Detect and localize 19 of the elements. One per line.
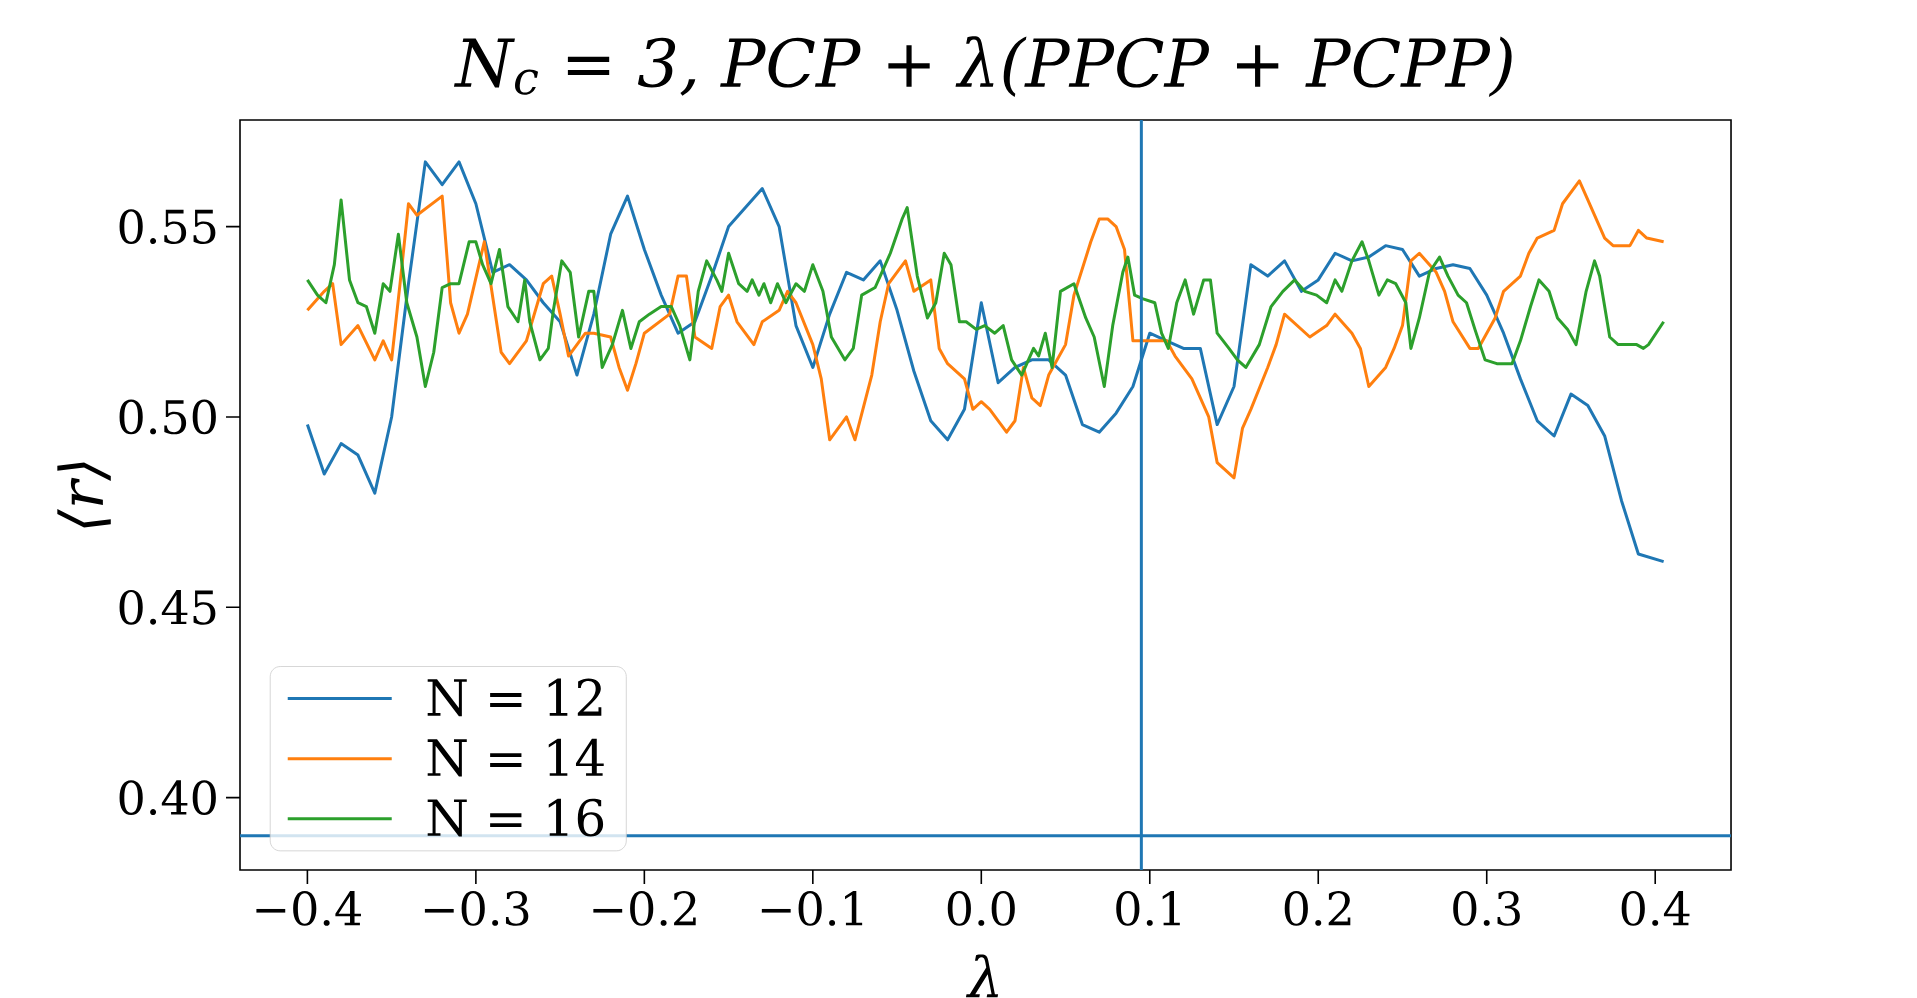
- x-tick-label: −0.3: [424, 891, 529, 926]
- x-tick-label: −0.4: [256, 891, 361, 926]
- chart-title: N$_{c}$ = 3, PCP + λ(PPCP + PCPP): [453, 36, 1512, 97]
- y-tick-label: 0.45: [119, 589, 216, 625]
- x-tick-label: 0.0: [947, 891, 1015, 926]
- x-tick-label: 0.3: [1453, 891, 1520, 926]
- x-tick-label: 0.1: [1116, 891, 1180, 926]
- x-tick-label: 0.2: [1284, 891, 1351, 926]
- x-axis-title: λ: [965, 954, 999, 998]
- legend-label: N = 14: [427, 738, 604, 777]
- y-tick-label: 0.55: [119, 209, 216, 244]
- x-tick-label: 0.4: [1621, 891, 1690, 926]
- y-tick-label: 0.40: [119, 780, 216, 816]
- legend-label: N = 12: [427, 678, 602, 717]
- x-tick-label: −0.1: [761, 891, 863, 926]
- legend-label: N = 16: [427, 798, 604, 837]
- y-axis-title: ⟨r⟩: [57, 462, 111, 528]
- y-tick-label: 0.50: [119, 399, 216, 435]
- x-tick-label: −0.2: [593, 891, 696, 926]
